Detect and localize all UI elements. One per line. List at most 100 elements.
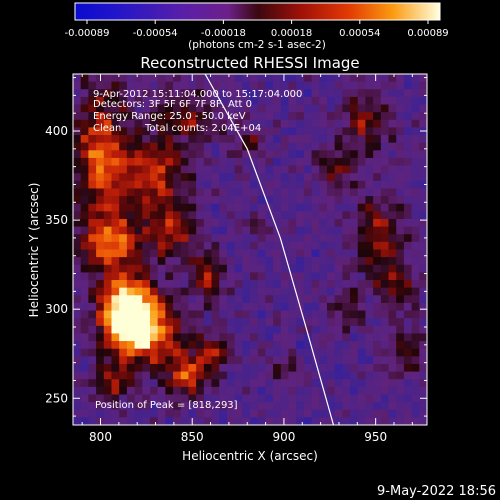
heatmap-cell xyxy=(326,295,336,304)
heatmap-cell xyxy=(211,81,220,90)
heatmap-cell xyxy=(326,417,336,425)
heatmap-cell xyxy=(234,89,243,98)
colorbar-tick-label: 0.00054 xyxy=(339,28,380,39)
heatmap-cell xyxy=(219,379,228,388)
heatmap-cell xyxy=(211,325,220,334)
heatmap-cell xyxy=(188,333,197,342)
heatmap-cell xyxy=(111,241,120,250)
heatmap-cell xyxy=(180,112,189,121)
heatmap-cell xyxy=(126,226,135,235)
heatmap-cell xyxy=(242,333,251,342)
heatmap-cell xyxy=(203,104,212,113)
heatmap-cell xyxy=(273,310,282,319)
heatmap-cell xyxy=(334,409,343,418)
heatmap-cell xyxy=(403,226,413,235)
heatmap-cell xyxy=(80,318,89,327)
heatmap-cell xyxy=(257,135,266,144)
heatmap-cell xyxy=(211,356,220,365)
heatmap-cell xyxy=(373,226,382,235)
heatmap-cell xyxy=(180,150,189,159)
heatmap-cell xyxy=(280,394,289,403)
heatmap-cell xyxy=(149,394,159,403)
heatmap-cell xyxy=(119,249,128,258)
heatmap-cell xyxy=(334,150,343,159)
heatmap-cell xyxy=(219,226,228,235)
heatmap-cell xyxy=(419,234,427,243)
heatmap-cell xyxy=(188,112,197,121)
heatmap-cell xyxy=(111,180,120,189)
heatmap-cell xyxy=(403,333,413,342)
heatmap-cell xyxy=(234,81,243,90)
heatmap-cell xyxy=(288,287,297,296)
heatmap-cell xyxy=(196,81,205,90)
heatmap-cell xyxy=(234,157,243,166)
heatmap-cell xyxy=(226,287,236,296)
heatmap-cell xyxy=(350,150,359,159)
heatmap-cell xyxy=(303,211,312,220)
heatmap-cell xyxy=(357,348,366,357)
heatmap-cell xyxy=(296,211,305,220)
heatmap-cell xyxy=(80,287,89,296)
heatmap-cell xyxy=(334,394,343,403)
heatmap-cell xyxy=(319,135,328,144)
heatmap-cell xyxy=(211,272,220,281)
heatmap-cell xyxy=(80,325,89,334)
heatmap-cell xyxy=(257,295,266,304)
heatmap-cell xyxy=(211,287,220,296)
heatmap-cell xyxy=(73,211,82,220)
heatmap-cell xyxy=(126,74,135,83)
heatmap-cell xyxy=(280,241,289,250)
heatmap-cell xyxy=(403,325,413,334)
heatmap-cell xyxy=(188,348,197,357)
heatmap-cell xyxy=(411,310,420,319)
heatmap-cell xyxy=(403,417,413,425)
heatmap-cell xyxy=(326,150,336,159)
heatmap-cell xyxy=(380,325,389,334)
heatmap-cell xyxy=(226,371,236,380)
heatmap-cell xyxy=(388,119,397,128)
heatmap-cell xyxy=(149,363,159,372)
heatmap-cell xyxy=(196,249,205,258)
heatmap-cell xyxy=(296,417,305,425)
heatmap-cell xyxy=(396,363,405,372)
heatmap-cell xyxy=(96,310,105,319)
heatmap-cell xyxy=(373,295,382,304)
heatmap-cell xyxy=(126,295,135,304)
heatmap-cell xyxy=(73,81,82,90)
heatmap-cell xyxy=(403,249,413,258)
heatmap-cell xyxy=(326,333,336,342)
heatmap-cell xyxy=(280,135,289,144)
heatmap-cell xyxy=(126,333,135,342)
heatmap-cell xyxy=(411,89,420,98)
heatmap-cell xyxy=(180,234,189,243)
heatmap-cell xyxy=(173,211,182,220)
heatmap-cell xyxy=(196,74,205,83)
heatmap-cell xyxy=(119,203,128,212)
heatmap-cell xyxy=(103,318,112,327)
heatmap-cell xyxy=(319,241,328,250)
heatmap-cell xyxy=(411,249,420,258)
heatmap-cell xyxy=(242,196,251,205)
heatmap-cell xyxy=(157,188,166,197)
heatmap-cell xyxy=(334,264,343,273)
heatmap-cell xyxy=(403,348,413,357)
heatmap-cell xyxy=(149,333,159,342)
heatmap-cell xyxy=(134,226,143,235)
heatmap-cell xyxy=(219,150,228,159)
heatmap-cell xyxy=(334,211,343,220)
heatmap-cell xyxy=(165,165,174,174)
heatmap-cell xyxy=(250,234,259,243)
heatmap-cell xyxy=(288,409,297,418)
heatmap-cell xyxy=(319,173,328,182)
heatmap-cell xyxy=(396,287,405,296)
heatmap-cell xyxy=(119,165,128,174)
heatmap-cell xyxy=(165,341,174,350)
heatmap-cell xyxy=(365,310,374,319)
heatmap-cell xyxy=(196,348,205,357)
heatmap-cell xyxy=(188,257,197,266)
heatmap-cell xyxy=(203,386,212,395)
heatmap-cell xyxy=(334,241,343,250)
heatmap-cell xyxy=(365,180,374,189)
heatmap-cell xyxy=(188,157,197,166)
heatmap-cell xyxy=(419,287,427,296)
